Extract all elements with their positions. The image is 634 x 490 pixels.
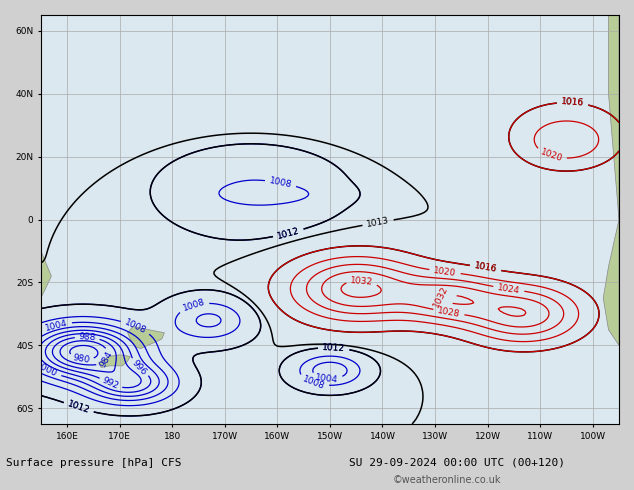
- Text: 1032: 1032: [432, 284, 450, 309]
- Text: 1024: 1024: [497, 283, 521, 295]
- Text: 1012: 1012: [276, 226, 301, 241]
- Text: ©weatheronline.co.uk: ©weatheronline.co.uk: [393, 475, 501, 485]
- Text: 1012: 1012: [322, 343, 346, 353]
- Text: 1000: 1000: [34, 361, 59, 379]
- Text: 984: 984: [98, 349, 115, 369]
- Text: 1008: 1008: [181, 297, 206, 313]
- Text: 1020: 1020: [433, 266, 457, 278]
- Text: 1032: 1032: [350, 275, 373, 286]
- Polygon shape: [127, 326, 164, 348]
- Text: 1004: 1004: [315, 373, 339, 385]
- Text: 1008: 1008: [124, 318, 148, 336]
- Polygon shape: [603, 15, 619, 345]
- Text: Surface pressure [hPa] CFS: Surface pressure [hPa] CFS: [6, 458, 182, 468]
- Text: 1028: 1028: [437, 306, 461, 319]
- Text: 1016: 1016: [561, 98, 585, 108]
- Text: 1016: 1016: [474, 262, 498, 274]
- Text: 1008: 1008: [268, 176, 293, 190]
- Text: 1013: 1013: [366, 216, 390, 229]
- Text: 1004: 1004: [44, 318, 68, 332]
- Text: 1008: 1008: [301, 374, 326, 392]
- Text: 1012: 1012: [322, 343, 346, 353]
- Text: 1016: 1016: [561, 98, 585, 108]
- Text: 1012: 1012: [276, 226, 301, 241]
- Text: 1012: 1012: [67, 400, 91, 416]
- Text: 1012: 1012: [67, 400, 91, 416]
- Text: 992: 992: [101, 376, 120, 392]
- Polygon shape: [99, 355, 130, 368]
- Text: 980: 980: [72, 353, 91, 365]
- Polygon shape: [41, 251, 51, 339]
- Text: 996: 996: [131, 358, 148, 377]
- Text: 1016: 1016: [474, 262, 498, 274]
- Text: 988: 988: [79, 332, 96, 343]
- Text: 1020: 1020: [539, 148, 564, 164]
- Text: SU 29-09-2024 00:00 UTC (00+120): SU 29-09-2024 00:00 UTC (00+120): [349, 458, 565, 468]
